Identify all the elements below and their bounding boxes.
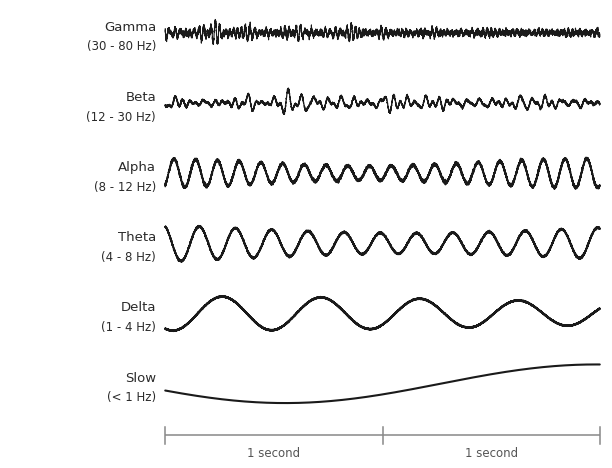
- Text: Slow: Slow: [125, 372, 156, 385]
- Text: (8 - 12 Hz): (8 - 12 Hz): [94, 181, 156, 194]
- Text: Beta: Beta: [125, 91, 156, 104]
- Text: Alpha: Alpha: [118, 161, 156, 174]
- Text: (4 - 8 Hz): (4 - 8 Hz): [102, 251, 156, 264]
- Text: Gamma: Gamma: [104, 21, 156, 34]
- Text: (30 - 80 Hz): (30 - 80 Hz): [87, 40, 156, 53]
- Text: 1 second: 1 second: [465, 447, 518, 460]
- Text: 1 second: 1 second: [247, 447, 300, 460]
- Text: (< 1 Hz): (< 1 Hz): [107, 391, 156, 404]
- Text: (1 - 4 Hz): (1 - 4 Hz): [101, 321, 156, 334]
- Text: Delta: Delta: [121, 301, 156, 314]
- Text: Theta: Theta: [118, 231, 156, 244]
- Text: (12 - 30 Hz): (12 - 30 Hz): [86, 110, 156, 124]
